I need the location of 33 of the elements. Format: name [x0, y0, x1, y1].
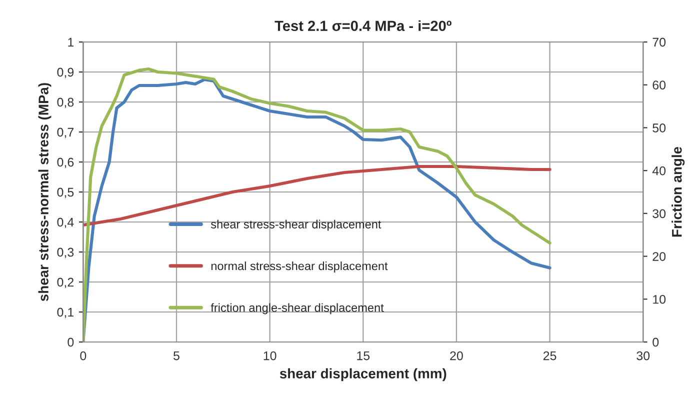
y2-tick-label: 20 — [652, 252, 666, 261]
x-tick-label: 25 — [543, 351, 556, 360]
x-tick-label: 0 — [80, 351, 86, 360]
y2-tick-label: 40 — [652, 166, 666, 176]
x-tick-label: 20 — [450, 351, 463, 360]
y-tick-label: 0,6 — [57, 158, 74, 168]
legend-label: shear stress-shear displacement — [210, 220, 382, 231]
y-tick-label: 0,9 — [57, 68, 74, 78]
y2-tick-label: 50 — [652, 124, 666, 132]
y-tick-label: 0,7 — [57, 128, 74, 138]
x-tick-label: 5 — [174, 351, 180, 360]
y-tick-label: 0 — [68, 338, 74, 347]
x-tick-label: 10 — [264, 351, 276, 360]
x-tick-label: 30 — [636, 351, 650, 360]
y2-axis-title: Friction angle — [672, 146, 685, 237]
y-tick-label: 0,1 — [57, 308, 74, 318]
y-tick-label: 0,8 — [57, 98, 74, 108]
chart-title: Test 2.1 σ=0.4 MPa - i=20º — [274, 20, 452, 32]
y-tick-label: 1 — [68, 38, 74, 47]
y-tick-label: 0,3 — [57, 248, 74, 258]
legend-label: friction angle-shear displacement — [210, 303, 384, 314]
y2-tick-label: 70 — [652, 38, 666, 47]
y-tick-label: 0,4 — [57, 218, 74, 228]
x-axis-title: shear displacement (mm) — [280, 368, 446, 382]
y-tick-label: 0,2 — [57, 278, 74, 288]
y2-tick-label: 0 — [652, 338, 659, 347]
legend-label: normal stress-shear displacement — [211, 261, 388, 273]
y2-tick-label: 30 — [652, 209, 666, 218]
y2-tick-label: 60 — [652, 80, 666, 90]
x-tick-label: 15 — [357, 351, 370, 360]
y2-tick-label: 10 — [653, 294, 666, 304]
y-axis-title: shear stress-normal stress (MPa) — [38, 83, 52, 302]
y-tick-label: 0,5 — [57, 188, 74, 198]
